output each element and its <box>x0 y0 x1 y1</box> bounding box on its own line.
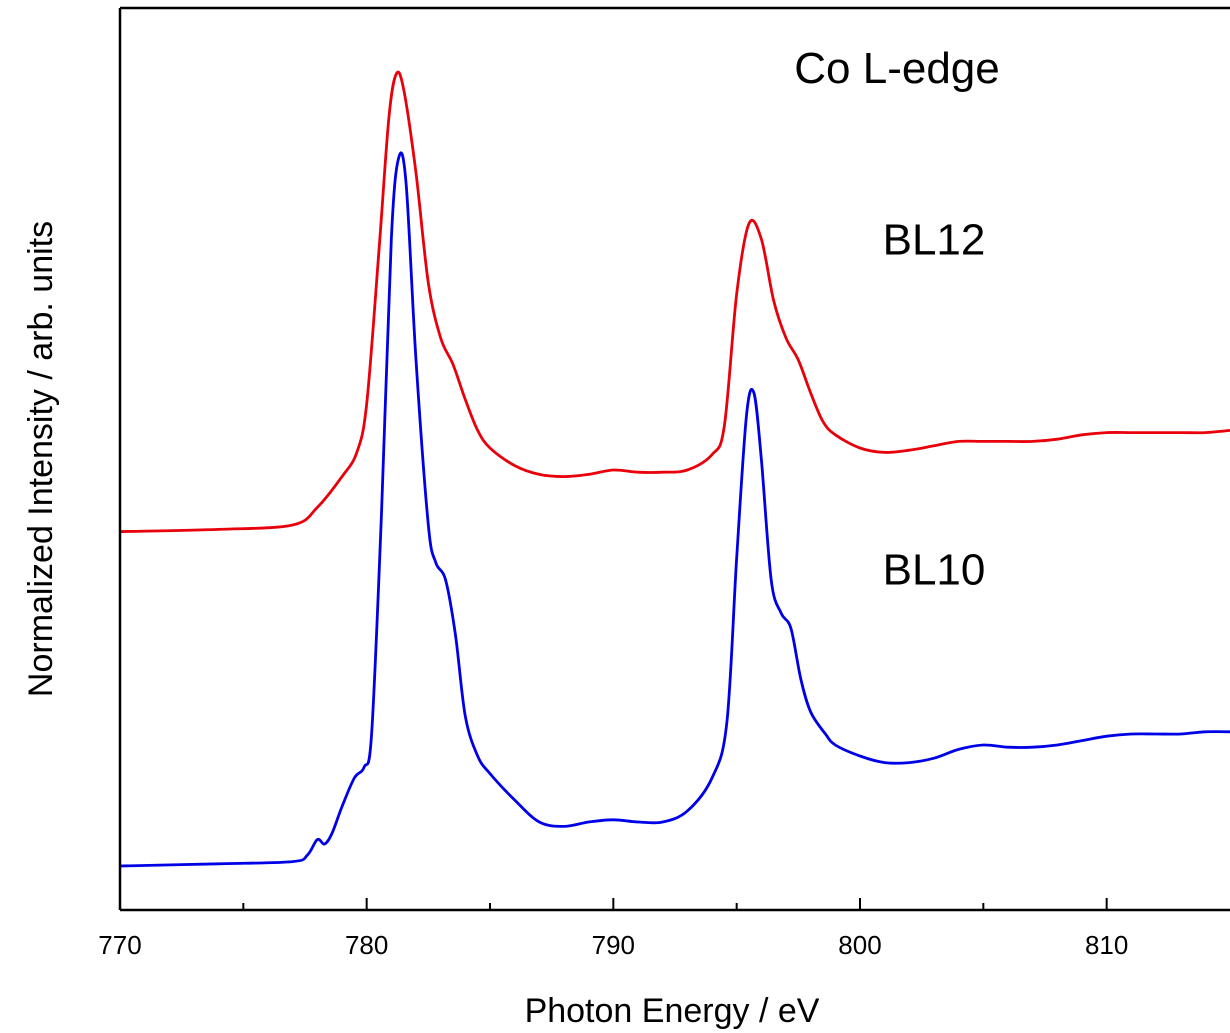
x-axis-label: Photon Energy / eV <box>525 992 820 1030</box>
annotations: Co L-edge BL12 BL10 <box>794 44 999 595</box>
x-tick-label: 790 <box>592 930 635 960</box>
y-axis-label: Normalized Intensity / arb. units <box>22 221 60 697</box>
axes <box>118 6 1230 912</box>
x-tick-label: 810 <box>1085 930 1128 960</box>
series-line-1 <box>120 70 1230 533</box>
x-tick-label: 780 <box>345 930 388 960</box>
x-tick-label: 770 <box>98 930 141 960</box>
annotation-label-1: Co L-edge <box>794 44 999 93</box>
x-axis-ticks: 770 780 790 800 810 <box>98 898 1128 960</box>
x-tick-label: 800 <box>838 930 881 960</box>
series-layer <box>120 70 1230 868</box>
annotation-label-3: BL10 <box>883 545 986 594</box>
series-line-2 <box>120 151 1230 868</box>
annotation-label-2: BL12 <box>883 215 986 264</box>
